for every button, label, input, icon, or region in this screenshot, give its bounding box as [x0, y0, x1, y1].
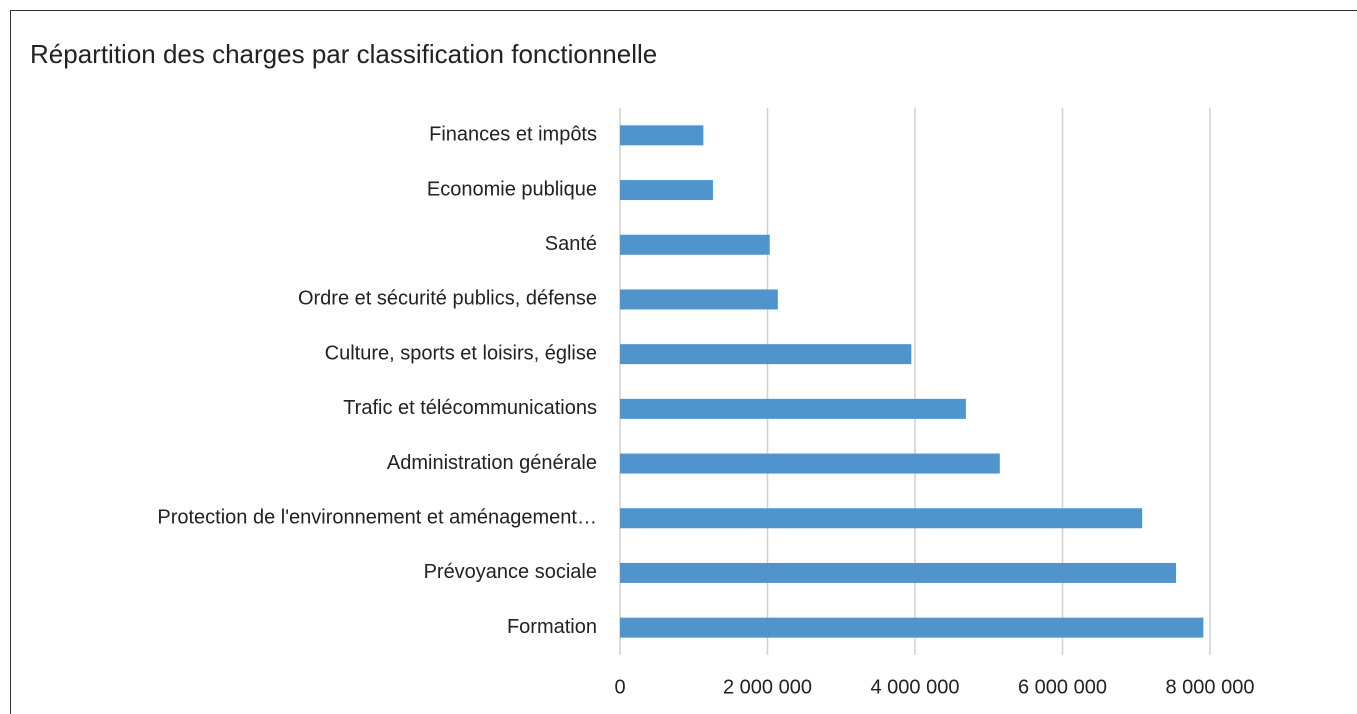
x-tick-label: 2 000 000 — [723, 676, 812, 698]
bar — [620, 453, 1000, 474]
bar — [620, 289, 778, 310]
bar — [620, 617, 1204, 638]
y-tick-label: Santé — [545, 233, 597, 255]
y-tick-label: Ordre et sécurité publics, défense — [298, 288, 597, 310]
x-tick-label: 8 000 000 — [1166, 676, 1255, 698]
x-tick-label: 4 000 000 — [871, 676, 960, 698]
bar — [620, 125, 704, 146]
bar — [620, 234, 770, 255]
chart-title: Répartition des charges par classificati… — [30, 39, 657, 69]
y-tick-label: Finances et impôts — [429, 124, 597, 146]
y-tick-label: Economie publique — [427, 178, 597, 200]
bar — [620, 562, 1177, 583]
y-tick-label: Formation — [507, 616, 597, 638]
bar — [620, 508, 1143, 529]
bar — [620, 180, 713, 201]
y-tick-label: Administration générale — [387, 452, 597, 474]
x-tick-label: 0 — [614, 676, 625, 698]
x-tick-label: 6 000 000 — [1018, 676, 1107, 698]
y-tick-label: Protection de l'environnement et aménage… — [157, 507, 597, 529]
bar — [620, 398, 966, 419]
y-tick-label: Culture, sports et loisirs, église — [325, 342, 597, 364]
chart-border — [10, 10, 1357, 714]
y-tick-label: Prévoyance sociale — [424, 561, 597, 583]
y-tick-label: Trafic et télécommunications — [343, 397, 597, 419]
bar — [620, 344, 912, 365]
